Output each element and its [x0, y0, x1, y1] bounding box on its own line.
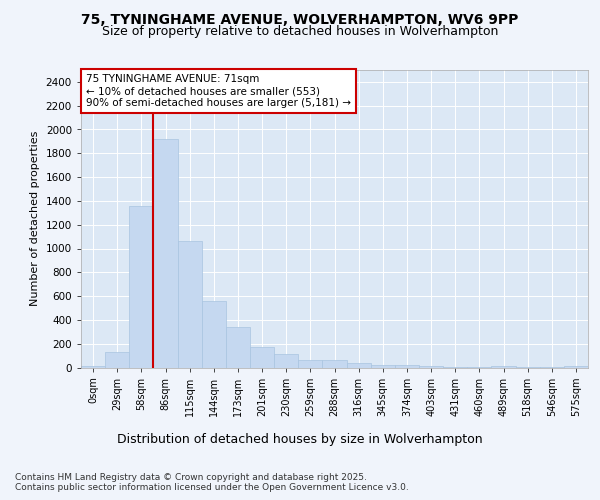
- Bar: [491, 366, 515, 368]
- Text: Contains public sector information licensed under the Open Government Licence v3: Contains public sector information licen…: [15, 482, 409, 492]
- Text: Contains HM Land Registry data © Crown copyright and database right 2025.: Contains HM Land Registry data © Crown c…: [15, 472, 367, 482]
- Text: 75, TYNINGHAME AVENUE, WOLVERHAMPTON, WV6 9PP: 75, TYNINGHAME AVENUE, WOLVERHAMPTON, WV…: [82, 12, 518, 26]
- Bar: [298, 360, 322, 368]
- Bar: [129, 206, 154, 368]
- Bar: [202, 301, 226, 368]
- Bar: [564, 366, 588, 368]
- Y-axis label: Number of detached properties: Number of detached properties: [30, 131, 40, 306]
- Bar: [395, 365, 419, 368]
- Text: Size of property relative to detached houses in Wolverhampton: Size of property relative to detached ho…: [102, 25, 498, 38]
- Bar: [467, 367, 491, 368]
- Bar: [250, 348, 274, 368]
- Text: 75 TYNINGHAME AVENUE: 71sqm
← 10% of detached houses are smaller (553)
90% of se: 75 TYNINGHAME AVENUE: 71sqm ← 10% of det…: [86, 74, 351, 108]
- Bar: [443, 367, 467, 368]
- Bar: [371, 364, 395, 368]
- Bar: [105, 352, 129, 368]
- Bar: [178, 242, 202, 368]
- Bar: [419, 366, 443, 368]
- Bar: [322, 360, 347, 368]
- Bar: [81, 366, 105, 368]
- Text: Distribution of detached houses by size in Wolverhampton: Distribution of detached houses by size …: [117, 432, 483, 446]
- Bar: [226, 327, 250, 368]
- Bar: [274, 354, 298, 368]
- Bar: [347, 364, 371, 368]
- Bar: [154, 139, 178, 368]
